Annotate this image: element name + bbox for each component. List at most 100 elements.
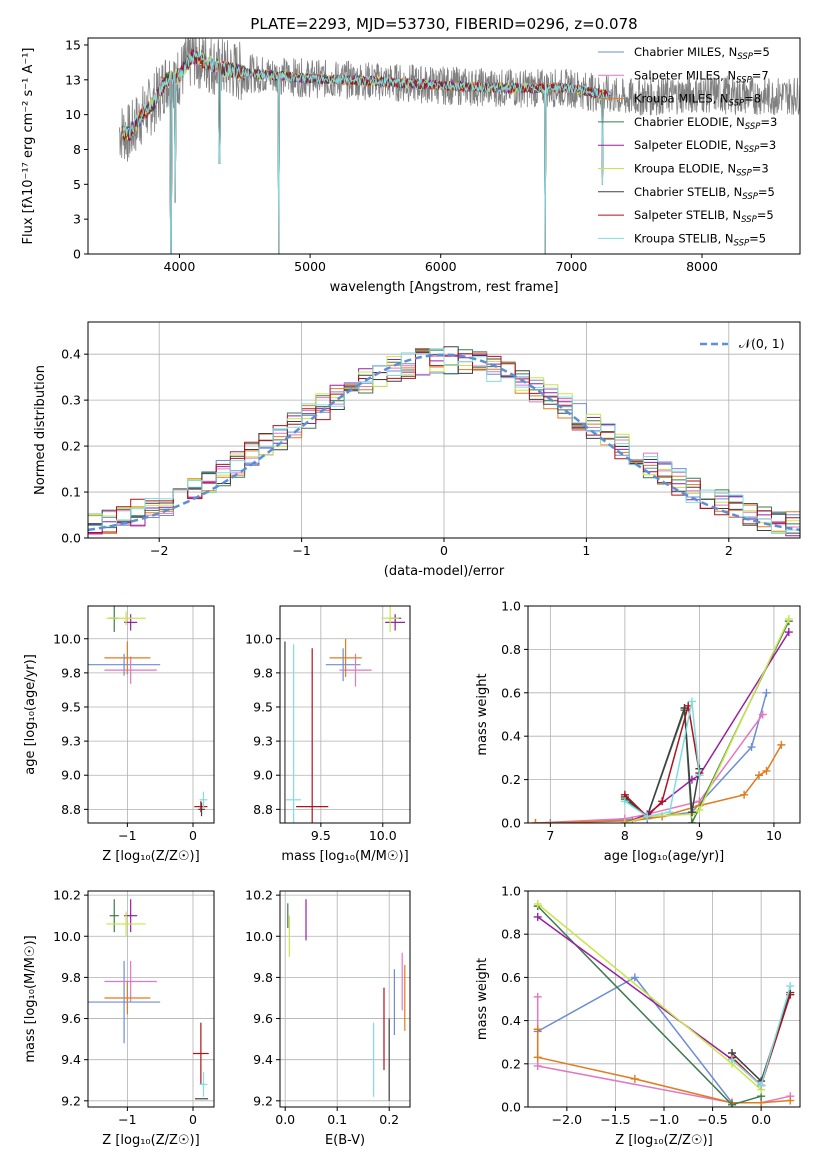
weight-vs-age-frame: [527, 605, 801, 824]
spectrum-legend: Chabrier MILES, NSSP=5 Salpeter MILES, NS…: [598, 45, 777, 248]
marker-chabrier-elodie: [687, 819, 696, 823]
y-tick-label: 8.8: [253, 802, 273, 817]
y-tick-label: 8: [73, 142, 81, 157]
y-axis-label: mass [log₁₀(M/M☉)]: [23, 935, 38, 1062]
x-axis-label: Z [log₁₀(Z/Z☉)]: [102, 1133, 199, 1148]
x-axis-label: wavelength [Angstrom, rest frame]: [330, 280, 559, 295]
y-tick-label: 9.8: [61, 665, 81, 680]
plots: 4000 5000 6000 7000 80000358101315wavelength…: [21, 37, 801, 1148]
marker-kroupa-miles: [777, 740, 786, 749]
marker-kroupa-miles: [786, 1096, 795, 1105]
marker-kroupa-stelib: [728, 1055, 736, 1064]
age-vs-mass-errorbars: [284, 606, 406, 823]
residuals-frame: [87, 321, 801, 539]
marker-chabrier-elodie: [728, 1100, 736, 1107]
x-tick-label: 7000: [555, 259, 587, 274]
x-tick-label: 0.1: [327, 1112, 347, 1127]
legend-label-kroupa-miles: Kroupa MILES, NSSP=8: [634, 92, 761, 109]
marker-kroupa-stelib: [665, 808, 674, 817]
x-tick-label: 0.0: [751, 1112, 771, 1127]
y-tick-label: 9.0: [253, 768, 273, 783]
weight-vs-age-series: [531, 615, 793, 823]
mass-vs-Z-errorbars: [88, 899, 209, 1100]
x-tick-label: −0.5: [697, 1112, 727, 1127]
x-tick-label: 9.5: [311, 828, 331, 843]
age-vs-Z-axes: −1 0 8.8 9.0 9.3 9.5 9.8 10.0 Z [log₁₀(Z/Z☉)] age…: [23, 606, 214, 864]
y-tick-label: 0.3: [61, 393, 81, 408]
y-tick-label: 3: [73, 212, 81, 227]
y-tick-label: 0.1: [61, 485, 81, 500]
weight-vs-Z-series: [533, 899, 795, 1107]
legend-label-kroupa-elodie: Kroupa ELODIE, NSSP=3: [634, 162, 769, 179]
x-tick-label: −1.5: [600, 1112, 630, 1127]
y-axis-label: mass weight: [475, 673, 490, 755]
figure-title: PLATE=2293, MJD=53730, FIBERID=0296, z=0…: [250, 15, 637, 33]
y-axis-label: mass weight: [475, 958, 490, 1040]
x-axis-label: (data-model)/error: [384, 564, 505, 579]
histogram-steps: [88, 346, 800, 537]
x-axis-label: mass [log₁₀(M/M☉)]: [281, 849, 408, 864]
y-tick-label: 10.2: [245, 888, 273, 903]
spectrum-model-salpeter-stelib: [121, 49, 611, 254]
y-tick-label: 9.5: [253, 699, 273, 714]
marker-kroupa-stelib: [786, 982, 795, 991]
age-vs-Z-frame: [87, 605, 215, 824]
legend-normal-label: 𝒩(0, 1): [739, 336, 785, 351]
x-tick-label: 1: [582, 543, 590, 558]
weight-vs-age-axes: 7 8 9 10 0.0 0.2 0.4 0.6 0.8 1.0 age [log₁₀(age/yr…: [475, 599, 800, 864]
spectrum-data-line: [119, 38, 800, 254]
marker-chabrier-miles: [630, 973, 639, 982]
x-tick-label: −1: [118, 1112, 136, 1127]
marker-kroupa-miles: [755, 771, 764, 780]
marker-kroupa-stelib: [757, 1081, 766, 1090]
y-tick-label: 0.0: [61, 531, 81, 546]
marker-kroupa-miles: [630, 1074, 639, 1083]
marker-kroupa-miles: [533, 1025, 542, 1034]
x-tick-label: −1: [118, 828, 136, 843]
y-tick-label: 9.6: [61, 1011, 81, 1026]
x-tick-label: 0.0: [275, 1112, 295, 1127]
series-chabrier-elodie: [537, 905, 762, 1106]
mass-vs-EBV-axes: 0.0 0.1 0.2 9.2 9.4 9.6 9.8 10.0 10.2 E(B-V): [245, 888, 410, 1148]
weight-vs-Z-axes: −2.0 −1.5 −1.0 −0.5 0.0 0.0 0.2 0.4 0.6 0.8 1.0 Z […: [475, 884, 800, 1148]
x-tick-label: 2: [725, 543, 733, 558]
y-tick-label: 0.4: [61, 347, 81, 362]
y-tick-label: 0.0: [501, 816, 521, 831]
marker-kroupa-stelib: [643, 812, 652, 821]
legend-label-chabrier-elodie: Chabrier ELODIE, NSSP=3: [634, 115, 777, 132]
histogram-kroupa-stelib: [88, 348, 800, 534]
marker-kroupa-stelib: [695, 771, 704, 780]
mass-vs-Z-frame: [87, 890, 215, 1108]
x-tick-label: 6000: [425, 259, 457, 274]
y-axis-label: Flux [fλ10⁻¹⁷ erg cm⁻² s⁻¹ A⁻¹]: [21, 48, 36, 245]
x-axis-label: E(B-V): [325, 1133, 365, 1148]
y-tick-label: 9.6: [253, 1011, 273, 1026]
marker-kroupa-miles: [531, 819, 540, 823]
x-tick-label: 8: [621, 828, 629, 843]
spectrum-lines: [119, 38, 800, 254]
y-tick-label: 8.8: [61, 802, 81, 817]
y-tick-label: 0.4: [501, 1013, 521, 1028]
y-tick-label: 0.8: [501, 642, 521, 657]
y-tick-label: 9.4: [253, 1052, 273, 1067]
legend-label-chabrier-miles: Chabrier MILES, NSSP=5: [634, 45, 770, 62]
marker-kroupa-miles: [533, 1053, 542, 1062]
legend-label-salpeter-stelib: Salpeter STELIB, NSSP=5: [634, 208, 774, 225]
y-tick-label: 15: [65, 37, 81, 52]
y-tick-label: 0: [73, 247, 81, 262]
age-vs-mass-axes: 9.5 10.0 8.8 9.0 9.3 9.5 9.8 10.0 mass [log₁₀(M/…: [245, 606, 410, 864]
marker-chabrier-miles: [546, 819, 555, 823]
y-tick-label: 9.2: [253, 1093, 273, 1108]
x-tick-label: 10.0: [369, 828, 397, 843]
x-tick-label: 9: [695, 828, 703, 843]
y-tick-label: 0.8: [501, 927, 521, 942]
y-tick-label: 9.8: [253, 665, 273, 680]
spectrum-model-chabrier-stelib: [121, 52, 611, 254]
x-tick-label: −1: [292, 543, 310, 558]
x-tick-label: 8000: [686, 259, 718, 274]
y-tick-label: 0.6: [501, 970, 521, 985]
marker-salpeter-stelib: [658, 797, 667, 806]
x-tick-label: 5000: [294, 259, 326, 274]
y-tick-label: 10: [65, 107, 81, 122]
